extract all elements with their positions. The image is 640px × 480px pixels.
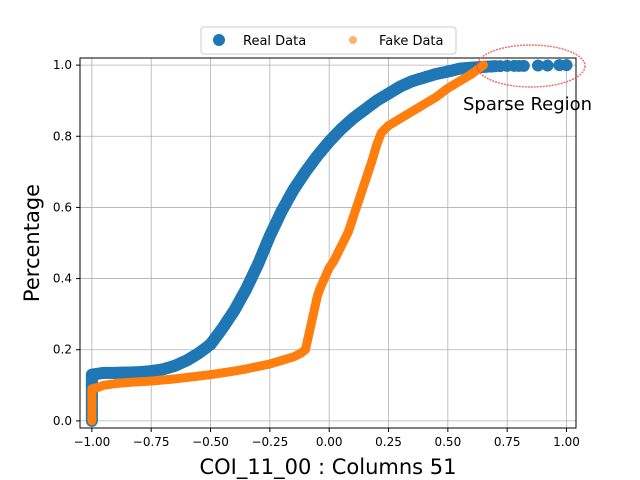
data-point	[517, 59, 530, 72]
x-axis-label: COI_11_00 : Columns 51	[199, 455, 456, 480]
legend-label-fake: Fake Data	[379, 34, 444, 49]
legend-marker-fake	[349, 36, 357, 44]
legend-box	[200, 26, 457, 55]
sparse-region-label: Sparse Region	[463, 94, 592, 115]
y-axis-ticks: 0.0 0.2 0.4 0.6 0.8 1.0	[53, 58, 80, 428]
y-tick-label: 0.8	[53, 129, 72, 143]
y-tick-label: 1.0	[53, 58, 72, 72]
data-point	[478, 60, 488, 70]
x-tick-label: 0.50	[434, 435, 461, 449]
data-point	[532, 59, 545, 72]
legend-marker-real	[213, 34, 225, 46]
x-tick-label: 0.25	[375, 435, 402, 449]
legend-label-real: Real Data	[243, 34, 306, 49]
y-axis-label: Percentage	[20, 184, 44, 302]
x-tick-label: −0.75	[133, 435, 170, 449]
x-tick-label: −1.00	[73, 435, 110, 449]
sparse-region-ellipse	[476, 44, 586, 88]
x-axis-ticks: −1.00 −0.75 −0.50 −0.25 0.00 0.25 0.50 0.75 1.00	[73, 428, 580, 449]
y-tick-label: 0.6	[53, 200, 72, 214]
x-tick-label: 1.00	[553, 435, 580, 449]
legend: Real Data Fake Data	[200, 26, 457, 55]
data-point	[541, 59, 554, 72]
x-tick-label: −0.25	[251, 435, 288, 449]
y-tick-label: 0.0	[53, 414, 72, 428]
x-tick-label: 0.75	[494, 435, 521, 449]
x-tick-label: −0.50	[192, 435, 229, 449]
x-tick-label: 0.00	[316, 435, 343, 449]
y-tick-label: 0.2	[53, 343, 72, 357]
plot-frame	[79, 57, 577, 429]
fake-data-series	[87, 60, 488, 426]
data-point	[560, 59, 573, 72]
y-tick-label: 0.4	[53, 272, 72, 286]
